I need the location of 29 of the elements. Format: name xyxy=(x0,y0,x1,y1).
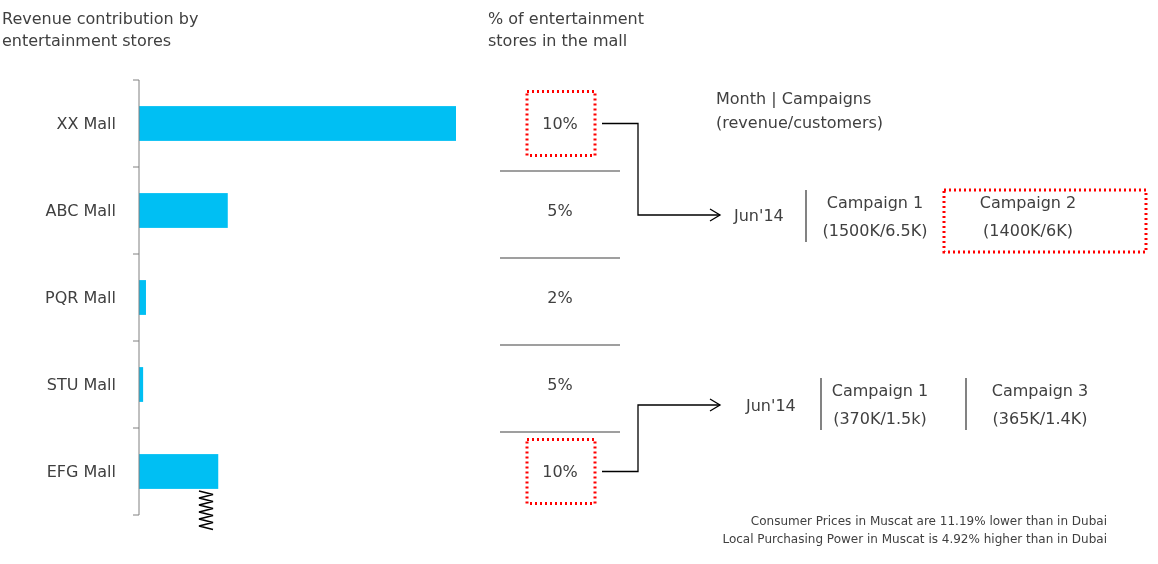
text: (1400K/6K) xyxy=(983,220,1073,240)
text: (370K/1.5k) xyxy=(833,408,927,428)
text: Jun'14 xyxy=(745,395,796,415)
text: % of entertainment stores in the mall xyxy=(488,8,645,52)
text: 5% xyxy=(547,375,573,395)
bar xyxy=(139,193,228,228)
y-tick-label: XX Mall xyxy=(56,114,116,134)
text: Campaign 1 xyxy=(826,192,924,212)
text: Campaign 1 xyxy=(831,380,929,400)
bar xyxy=(139,454,219,489)
text: Campaign 2 xyxy=(979,192,1077,212)
text: Month | Campaigns xyxy=(716,88,872,108)
text: (revenue/customers) xyxy=(716,112,884,132)
text: Campaign 3 xyxy=(991,380,1089,400)
chart-title: Revenue contribution by entertainment stores xyxy=(2,8,200,52)
text: 10% xyxy=(542,462,578,482)
y-tick-label: PQR Mall xyxy=(45,288,116,308)
text: (365K/1.4K) xyxy=(992,408,1088,428)
text: 2% xyxy=(547,288,573,308)
y-tick-label: STU Mall xyxy=(46,375,116,395)
text: Jun'14 xyxy=(733,205,784,225)
text: Consumer Prices in Muscat are 11.19% lower than in Dubai xyxy=(750,514,1107,529)
y-tick-label: ABC Mall xyxy=(45,201,116,221)
text: Local Purchasing Power in Muscat is 4.92% higher than in Dubai xyxy=(722,532,1107,547)
text: 5% xyxy=(547,201,573,221)
text: 10% xyxy=(542,114,578,134)
bar xyxy=(139,106,456,141)
text: (1500K/6.5K) xyxy=(822,220,928,240)
y-tick-label: EFG Mall xyxy=(46,462,116,482)
